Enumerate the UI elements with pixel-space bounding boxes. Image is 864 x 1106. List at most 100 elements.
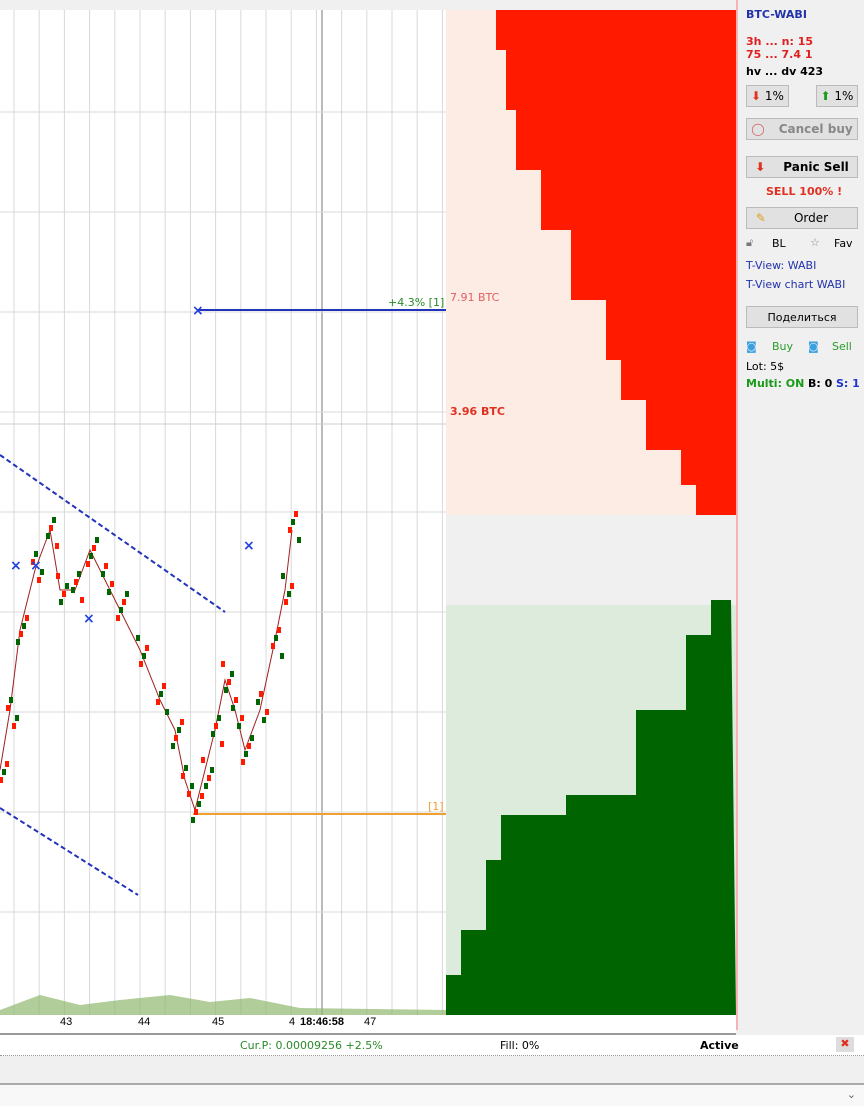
price-bar bbox=[49, 525, 53, 531]
price-bar bbox=[122, 599, 126, 605]
price-bar bbox=[291, 519, 295, 525]
price-bar bbox=[55, 543, 59, 549]
price-bar bbox=[22, 623, 26, 629]
arrow-down-icon: ⬇ bbox=[755, 160, 766, 174]
order-marker: × bbox=[243, 538, 255, 554]
star-icon[interactable]: ☆ bbox=[810, 236, 820, 249]
command-input[interactable]: ⌄ bbox=[0, 1083, 864, 1106]
cancel-buy-button[interactable]: ◯ Cancel buy bbox=[746, 118, 858, 140]
price-bar bbox=[74, 579, 78, 585]
price-bar bbox=[5, 761, 9, 767]
price-bar bbox=[12, 723, 16, 729]
price-bar bbox=[281, 573, 285, 579]
sell-volume-label: 7.91 BTC bbox=[450, 291, 500, 304]
sell-order-label: +4.3% [1] bbox=[388, 296, 445, 309]
price-down-button[interactable]: ⬇ 1% bbox=[746, 85, 789, 107]
sell-count: S: 1 bbox=[836, 377, 860, 390]
price-bar bbox=[0, 777, 3, 783]
order-label: Order bbox=[793, 211, 829, 225]
price-bar bbox=[37, 577, 41, 583]
stat-line: 3h ... n: 15 bbox=[746, 35, 814, 48]
price-bar bbox=[56, 573, 60, 579]
price-bar bbox=[77, 571, 81, 577]
price-bar bbox=[171, 743, 175, 749]
price-bar bbox=[95, 537, 99, 543]
price-bar bbox=[210, 767, 214, 773]
price-bar bbox=[287, 591, 291, 597]
favorite-link[interactable]: Fav bbox=[834, 237, 853, 250]
price-bar bbox=[80, 597, 84, 603]
sell-link[interactable]: Sell bbox=[832, 340, 852, 353]
price-bar bbox=[19, 631, 23, 637]
status-bar: Cur.P: 0.00009256 +2.5% Fill: 0% Active … bbox=[0, 1035, 864, 1056]
price-bar bbox=[240, 715, 244, 721]
price-bar bbox=[259, 691, 263, 697]
order-book-depth: 7.91 BTC 3.96 BTC bbox=[446, 10, 736, 1015]
price-bar bbox=[230, 671, 234, 677]
current-price: Cur.P: 0.00009256 +2.5% bbox=[240, 1039, 383, 1052]
stat-line: hv ... dv 423 bbox=[746, 65, 824, 78]
time-axis: 43 44 45 4 18:46:58 47 bbox=[0, 1015, 736, 1035]
current-time: 18:46:58 bbox=[300, 1016, 345, 1028]
price-bar bbox=[62, 591, 66, 597]
volume-area bbox=[0, 995, 446, 1015]
price-chart[interactable]: × × × × × +4.3% [1] [1] bbox=[0, 10, 640, 1015]
price-bar bbox=[31, 559, 35, 565]
price-bar bbox=[265, 709, 269, 715]
price-bar bbox=[101, 571, 105, 577]
close-icon[interactable]: ✖ bbox=[836, 1037, 854, 1052]
price-bar bbox=[86, 561, 90, 567]
price-bar bbox=[262, 717, 266, 723]
panic-sell-label: Panic Sell bbox=[783, 160, 849, 174]
buy-order-label: [1] bbox=[428, 800, 444, 813]
blacklist-link[interactable]: BL bbox=[772, 237, 786, 250]
sell-icon: ◙ bbox=[808, 340, 819, 353]
price-bar bbox=[104, 563, 108, 569]
buy-link[interactable]: Buy bbox=[772, 340, 794, 353]
share-button[interactable]: Поделиться bbox=[746, 306, 858, 328]
tview-chart-link[interactable]: T-View chart WABI bbox=[746, 278, 846, 291]
lot-size: Lot: 5$ bbox=[746, 360, 785, 373]
chevron-down-icon[interactable]: ⌄ bbox=[846, 1088, 856, 1101]
price-bar bbox=[174, 735, 178, 741]
price-bar bbox=[227, 679, 231, 685]
price-bar bbox=[162, 683, 166, 689]
price-bar bbox=[247, 743, 251, 749]
price-bar bbox=[15, 715, 19, 721]
price-bar bbox=[244, 751, 248, 757]
buy-icon: ◙ bbox=[746, 340, 757, 353]
price-bar bbox=[221, 661, 225, 667]
x-tick: 45 bbox=[212, 1016, 225, 1028]
lock-icon[interactable]: 🔓︎ bbox=[746, 236, 754, 249]
cancel-buy-label: Cancel buy bbox=[778, 122, 853, 136]
price-bar bbox=[217, 715, 221, 721]
order-marker: × bbox=[10, 558, 22, 574]
price-bar bbox=[274, 635, 278, 641]
up-label: 1% bbox=[834, 89, 854, 103]
price-bar bbox=[110, 581, 114, 587]
multi-status: Multi: ON bbox=[746, 377, 805, 390]
price-bar bbox=[159, 691, 163, 697]
order-button[interactable]: ✎ Order bbox=[746, 207, 858, 229]
panic-sell-button[interactable]: ⬇ Panic Sell bbox=[746, 156, 858, 178]
price-bar bbox=[2, 769, 6, 775]
price-bar bbox=[280, 653, 284, 659]
price-bar bbox=[145, 645, 149, 651]
ask-depth bbox=[496, 10, 736, 515]
price-up-button[interactable]: ⬆ 1% bbox=[816, 85, 858, 107]
order-marker: × bbox=[192, 303, 204, 319]
price-bar bbox=[46, 533, 50, 539]
control-panel: BTC-WABI 3h ... n: 15 75 ... 7.4 1 hv ..… bbox=[736, 0, 864, 1030]
x-tick: 47 bbox=[364, 1016, 377, 1028]
price-bar bbox=[177, 727, 181, 733]
price-bar bbox=[191, 817, 195, 823]
price-bar bbox=[277, 627, 281, 633]
price-bar bbox=[89, 553, 93, 559]
trend-line bbox=[0, 454, 226, 613]
trend-line bbox=[0, 807, 139, 896]
arrow-down-icon: ⬇ bbox=[751, 89, 762, 103]
price-bar bbox=[190, 783, 194, 789]
chart-canvas: × × × × × bbox=[0, 10, 640, 1015]
tview-link[interactable]: T-View: WABI bbox=[746, 259, 817, 272]
price-bar bbox=[165, 709, 169, 715]
